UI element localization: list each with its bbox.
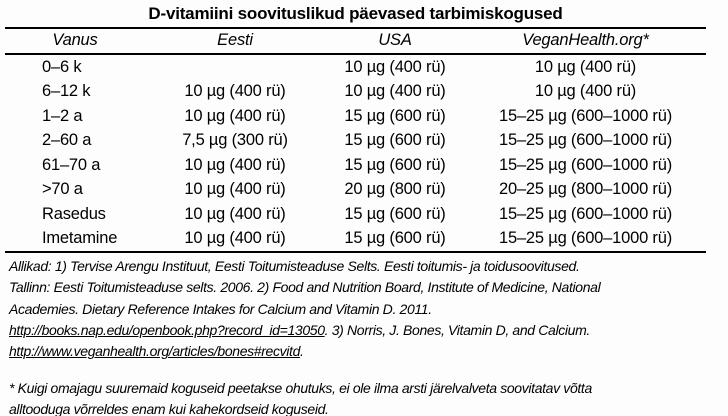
table-cell: >70 a	[42, 180, 83, 198]
table-row: 2–60 a 7,5 µg (300 rü) 15 µg (600 rü) 15–25…	[5, 129, 706, 154]
page-title: D-vitamiini soovituslikud päevased tarbi…	[148, 4, 563, 23]
table-cell: 10 µg (400 rü)	[534, 57, 637, 76]
source-link[interactable]: http://books.nap.edu/openbook.php?record…	[9, 321, 325, 338]
source-text: .	[300, 343, 304, 360]
table-cell: 15–25 µg (600–1000 rü)	[499, 204, 672, 223]
table-cell: 7,5 µg (300 rü)	[182, 131, 288, 149]
vitamin-d-table: Vanus Eesti USA VeganHealth.org* 0–6 k 10 µg…	[5, 27, 706, 253]
table-cell: 15–25 µg (600–1000 rü)	[499, 229, 672, 247]
column-header: USA	[378, 31, 412, 49]
source-line: Academies. Dietary Reference Intakes for…	[9, 299, 728, 320]
table-cell	[145, 54, 325, 80]
table-row: Imetamine 10 µg (400 rü) 15 µg (600 rü) 15–…	[5, 227, 706, 253]
table-cell: 15 µg (600 rü)	[344, 204, 446, 223]
table-cell: 6–12 k	[42, 82, 91, 100]
table-cell: 10 µg (400 rü)	[184, 229, 286, 247]
table-cell: 15 µg (600 rü)	[344, 155, 446, 174]
table-cell: 20 µg (800 rü)	[344, 180, 446, 198]
column-header: Eesti	[217, 31, 253, 49]
table-cell: 1–2 a	[42, 106, 83, 125]
table-cell: 15 µg (600 rü)	[344, 106, 446, 125]
source-text: Academies. Dietary Reference Intakes for…	[9, 300, 432, 317]
table-cell: 10 µg (400 rü)	[184, 155, 286, 174]
header-row: Vanus Eesti USA VeganHealth.org*	[5, 28, 706, 54]
table-row: >70 a 10 µg (400 rü) 20 µg (800 rü) 20–25 µ…	[5, 178, 706, 203]
table-body: 0–6 k 10 µg (400 rü) 10 µg (400 rü) 6–12 k 1…	[5, 54, 706, 252]
caution-note: * Kuigi omajagu suuremaid koguseid peeta…	[9, 378, 728, 416]
table-row: 61–70 a 10 µg (400 rü) 15 µg (600 rü) 15–25…	[5, 153, 706, 178]
table-cell: 15–25 µg (600–1000 rü)	[499, 131, 672, 149]
table-cell: 10 µg (400 rü)	[184, 180, 286, 198]
source-line: Allikad: 1) Tervise Arengu Instituut, Ee…	[9, 256, 728, 277]
source-link[interactable]: http://www.veganhealth.org/articles/bone…	[9, 343, 301, 360]
source-text: . 3) Norris, J. Bones, Vitamin D, and Ca…	[324, 321, 591, 338]
table-cell: Rasedus	[42, 204, 106, 223]
table-cell: Imetamine	[42, 229, 118, 247]
table-row: Rasedus 10 µg (400 rü) 15 µg (600 rü) 15–25…	[5, 202, 706, 227]
table-cell: 61–70 a	[42, 155, 101, 174]
table-cell: 20–25 µg (800–1000 rü)	[499, 180, 672, 198]
table-row: 1–2 a 10 µg (400 rü) 15 µg (600 rü) 15–25 µ…	[5, 104, 706, 129]
caution-line: alltooduga võrreldes enam kui kahekordse…	[9, 400, 329, 416]
table-cell: 15–25 µg (600–1000 rü)	[499, 155, 672, 174]
table-cell: 10 µg (400 rü)	[184, 204, 286, 223]
table-cell: 10 µg (400 rü)	[344, 57, 446, 76]
table-cell: 10 µg (400 rü)	[534, 82, 637, 100]
source-line: http://www.veganhealth.org/articles/bone…	[9, 341, 728, 362]
source-text: Tallinn: Eesti Toitumisteaduse selts. 20…	[9, 279, 601, 296]
table-row: 0–6 k 10 µg (400 rü) 10 µg (400 rü)	[5, 54, 706, 80]
column-header: Vanus	[52, 31, 98, 49]
caution-line: * Kuigi omajagu suuremaid koguseid peeta…	[9, 380, 592, 397]
source-line: Tallinn: Eesti Toitumisteaduse selts. 20…	[9, 277, 728, 298]
sources-note: Allikad: 1) Tervise Arengu Instituut, Ee…	[9, 256, 728, 362]
table-row: 6–12 k 10 µg (400 rü) 10 µg (400 rü) 10 µg …	[5, 80, 706, 105]
table-cell: 2–60 a	[42, 131, 92, 149]
table-cell: 15 µg (600 rü)	[344, 131, 446, 149]
table-cell: 15–25 µg (600–1000 rü)	[499, 106, 672, 125]
table-cell: 10 µg (400 rü)	[344, 82, 446, 100]
table-cell: 10 µg (400 rü)	[184, 106, 286, 125]
table-cell: 15 µg (600 rü)	[344, 229, 446, 247]
source-text: Allikad: 1) Tervise Arengu Instituut, Ee…	[9, 258, 580, 274]
table-cell: 10 µg (400 rü)	[184, 82, 286, 100]
source-line: http://books.nap.edu/openbook.php?record…	[9, 320, 728, 341]
table-cell: 0–6 k	[42, 57, 82, 76]
column-header: VeganHealth.org*	[522, 31, 649, 49]
